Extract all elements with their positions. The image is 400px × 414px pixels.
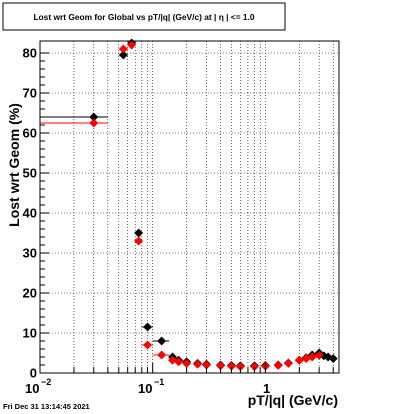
x-tick-labels: 10 −2 10 −1 1 — [25, 377, 270, 396]
x-axis-title: pT/|q| (GeV/c) — [248, 392, 338, 408]
data-point — [283, 358, 293, 368]
x-tick-label-exponent-2: −1 — [154, 377, 164, 387]
data-point — [192, 359, 203, 369]
data-point — [314, 350, 324, 360]
data-point — [142, 340, 153, 350]
x-tick-label-base-decade-1: 10 — [25, 381, 39, 396]
y-tick-label-10: 10 — [23, 326, 37, 341]
data-point — [89, 118, 99, 128]
y-tick-label-60: 60 — [23, 126, 37, 141]
y-tick-label-30: 30 — [23, 246, 37, 261]
axes — [39, 40, 340, 374]
y-tick-label-40: 40 — [23, 206, 37, 221]
data-point — [273, 360, 283, 370]
y-tick-labels: 0 10 20 30 40 50 60 70 80 — [23, 46, 37, 381]
y-tick-label-50: 50 — [23, 166, 37, 181]
chart-title: Lost wrt Geom for Global vs pT/|q| (GeV/… — [33, 12, 254, 22]
plot-frame — [39, 40, 340, 374]
data-point — [157, 336, 167, 346]
data-point — [127, 40, 137, 50]
title-box-frame — [2, 2, 286, 31]
data-point — [174, 357, 184, 367]
title-box: Lost wrt Geom for Global vs pT/|q| (GeV/… — [2, 2, 286, 31]
y-tick-label-20: 20 — [23, 286, 37, 301]
data-point — [157, 350, 167, 360]
y-tick-label-70: 70 — [23, 86, 37, 101]
data-point — [118, 50, 128, 60]
data-point — [142, 322, 153, 332]
timestamp-footer: Fri Dec 31 13:14:45 2021 — [3, 402, 90, 411]
y-tick-label-0: 0 — [30, 366, 37, 381]
y-tick-label-80: 80 — [23, 46, 37, 61]
data-point — [134, 236, 144, 246]
x-tick-label-base-decade-2: 10 — [138, 381, 152, 396]
x-tick-label-exponent-1: −2 — [41, 377, 51, 387]
y-axis-title: Lost wrt Geom (%) — [6, 103, 22, 227]
data-point — [328, 354, 338, 364]
data-point — [118, 44, 128, 54]
x-tick-label-one: 1 — [263, 381, 270, 396]
